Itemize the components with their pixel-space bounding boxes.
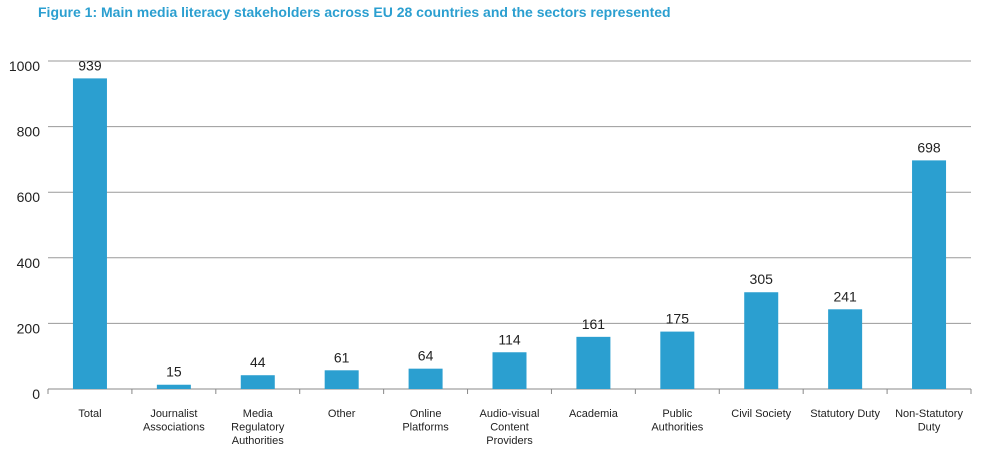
bar-total <box>72 78 107 389</box>
x-category-label: Total <box>78 408 101 420</box>
x-category-label: Other <box>328 408 356 420</box>
data-label: 15 <box>166 364 182 380</box>
y-tick-label: 800 <box>17 124 41 140</box>
y-tick-label: 1000 <box>9 58 40 74</box>
bar-statutory-duty <box>828 309 863 389</box>
data-label: 175 <box>666 311 690 327</box>
bar-audio-visual-content-providers <box>492 352 527 389</box>
x-category-label: Statutory Duty <box>810 408 880 420</box>
y-tick-label: 600 <box>17 189 41 205</box>
bars <box>72 78 947 389</box>
data-label: 44 <box>250 354 266 370</box>
bar-civil-society <box>744 292 779 389</box>
data-label: 64 <box>418 348 434 364</box>
y-axis-ticks: 0 200 400 600 800 1000 <box>9 58 40 402</box>
data-label: 61 <box>334 349 350 365</box>
chart-title: Figure 1: Main media literacy stakeholde… <box>38 4 671 20</box>
data-label: 161 <box>582 316 606 332</box>
x-category-label: Journalist Associations <box>143 408 205 434</box>
x-category-label: Online Platforms <box>402 408 449 434</box>
data-label: 114 <box>498 331 521 347</box>
data-labels: 939 15 44 61 64 114 161 175 305 241 698 <box>78 57 941 379</box>
bar-media-regulatory-authorities <box>240 375 275 389</box>
bar-non-statutory-duty <box>912 160 947 389</box>
bar-other <box>324 370 359 389</box>
y-tick-label: 200 <box>17 320 41 336</box>
data-label: 241 <box>833 288 857 304</box>
bar-public-authorities <box>660 331 695 389</box>
x-category-label: Media Regulatory Authorities <box>231 408 285 447</box>
x-category-label: Academia <box>569 408 619 420</box>
data-label: 939 <box>78 57 102 73</box>
x-category-label: Civil Society <box>731 408 791 420</box>
x-category-label: Audio-visual Content Providers <box>480 408 540 447</box>
bar-academia <box>576 336 611 389</box>
x-category-label: Public Authorities <box>651 408 703 434</box>
y-tick-label: 0 <box>32 386 40 402</box>
y-tick-label: 400 <box>17 255 41 271</box>
data-label: 698 <box>917 139 941 155</box>
bar-journalist-associations <box>156 384 191 389</box>
x-axis-categories: Total Journalist Associations Media Regulato… <box>78 408 963 447</box>
data-label: 305 <box>750 271 774 287</box>
bar-online-platforms <box>408 368 443 389</box>
x-category-label: Non-Statutory Duty <box>895 408 963 434</box>
